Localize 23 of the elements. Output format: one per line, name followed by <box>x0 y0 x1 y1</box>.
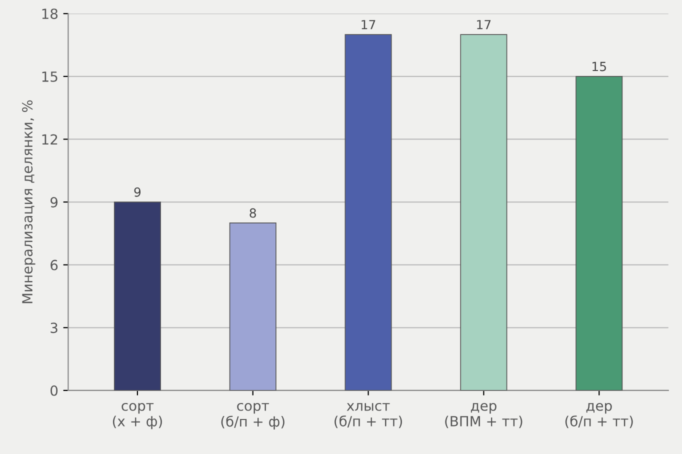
bar <box>344 34 392 390</box>
y-tick-label: 6 <box>50 260 58 270</box>
bar <box>460 34 508 390</box>
data-label: 15 <box>592 62 606 72</box>
x-tick-label: дер (ВПМ + тт) <box>445 402 522 428</box>
data-label: 17 <box>362 20 376 30</box>
data-label: 8 <box>250 208 256 218</box>
bar <box>114 202 161 390</box>
data-label: 17 <box>477 20 491 30</box>
x-tick-label: сорт (х + ф) <box>112 402 162 430</box>
x-tick-label: дер (б/п + тт) <box>565 402 633 428</box>
y-axis-title: Минерализация делянки, % <box>22 100 36 304</box>
bar <box>576 76 623 390</box>
y-tick-label: 9 <box>50 197 58 208</box>
y-tick-label: 12 <box>42 134 58 145</box>
x-tick-label: хлыст (б/п + тт) <box>334 402 402 428</box>
y-tick-label: 15 <box>42 72 58 82</box>
y-tick-label: 0 <box>50 385 58 396</box>
x-tick-label: сорт (б/п + ф) <box>221 402 284 430</box>
bar <box>229 222 276 390</box>
data-label: 9 <box>134 187 141 197</box>
y-tick-label: 18 <box>42 8 58 20</box>
y-tick-label: 3 <box>50 322 58 334</box>
